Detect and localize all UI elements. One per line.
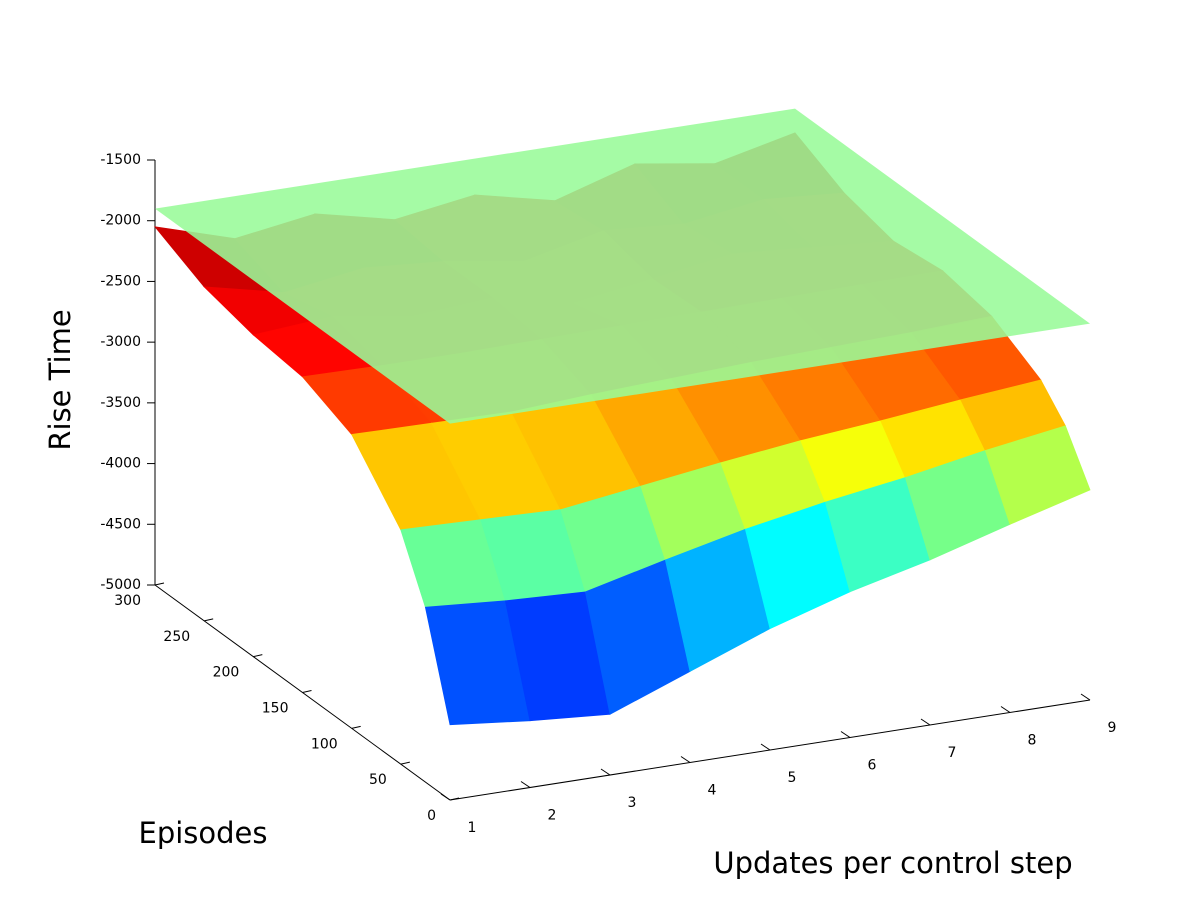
x-tick-label: 5	[788, 770, 797, 786]
y-tick-label: 250	[163, 629, 190, 645]
y-tick	[302, 690, 312, 693]
x-axis-label: Updates per control step	[713, 846, 1072, 880]
x-tick-label: 3	[628, 795, 637, 811]
x-tick	[520, 781, 531, 788]
z-tick-label: -3000	[100, 334, 141, 350]
y-tick	[449, 797, 460, 801]
x-tick-label: 4	[708, 783, 717, 799]
x-tick-label: 1	[468, 820, 477, 836]
z-tick-label: -4500	[100, 516, 141, 532]
x-tick	[840, 731, 851, 738]
y-tick-label: 300	[114, 593, 141, 609]
z-tick-label: -1500	[100, 152, 141, 168]
y-tick-label: 100	[311, 736, 338, 752]
reference-plane	[155, 108, 1090, 424]
x-tick-label: 9	[1108, 720, 1117, 736]
y-tick-label: 200	[213, 665, 240, 681]
z-tick-label: -5000	[100, 577, 141, 593]
z-axis-label: Rise Time	[43, 309, 77, 450]
x-tick	[680, 756, 691, 763]
y-tick	[154, 582, 165, 586]
z-tick-label: -2000	[100, 213, 141, 229]
x-tick-label: 6	[868, 758, 877, 774]
x-tick	[600, 768, 611, 776]
x-tick	[440, 793, 451, 801]
y-tick	[253, 654, 263, 658]
y-axis-label: Episodes	[139, 816, 268, 850]
x-tick-label: 7	[948, 745, 957, 761]
x-tick	[760, 743, 771, 751]
z-tick-label: -3500	[100, 395, 141, 411]
z-tick-label: -4000	[100, 456, 141, 472]
x-tick-label: 2	[548, 808, 557, 824]
y-tick-label: 150	[262, 701, 289, 717]
z-tick-label: -2500	[100, 273, 141, 289]
surface-patch	[984, 425, 1091, 525]
y-tick	[351, 725, 361, 729]
x-tick	[920, 718, 931, 726]
y-tick	[204, 618, 214, 622]
y-tick	[400, 761, 410, 765]
y-tick-label: 50	[369, 772, 387, 788]
y-tick-label: 0	[427, 808, 436, 824]
x-tick-label: 8	[1028, 733, 1037, 749]
x-tick	[1000, 706, 1011, 713]
x-tick	[1080, 693, 1091, 701]
